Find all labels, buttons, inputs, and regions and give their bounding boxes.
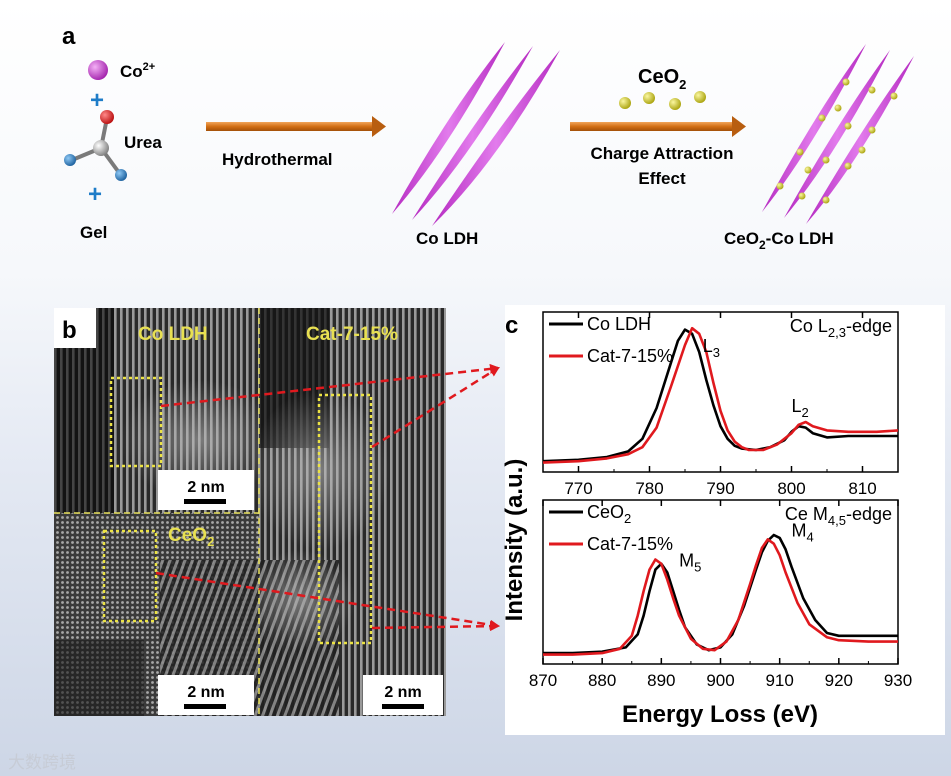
co-ion-sphere: [88, 60, 108, 80]
ce-edge-xtick-label: 920: [825, 671, 853, 690]
ceo2-tem-title: CeO2: [168, 525, 214, 549]
ce-edge-legend-label: CeO2: [587, 502, 631, 526]
co-edge-xtick-label: 790: [706, 479, 734, 498]
pointer-arrow-3: [155, 571, 500, 630]
co-edge-xtick-label: 770: [564, 479, 592, 498]
ce-edge-xtick-label: 930: [884, 671, 912, 690]
cat-tem-title: Cat-7-15%: [306, 324, 398, 345]
charge-attraction-label: Charge Attraction: [591, 144, 734, 163]
pointer-arrow-2: [371, 366, 500, 449]
co-ldh-tem-title: Co LDH: [138, 324, 208, 345]
roi-box-co-ldh: [109, 376, 163, 468]
svg-text:2 nm: 2 nm: [187, 684, 224, 701]
effect-label: Effect: [638, 169, 686, 188]
ce-edge-xtick-label: 880: [588, 671, 616, 690]
ce-edge-xtick-label: 890: [647, 671, 675, 690]
co-edge-title: Co L2,3-edge: [790, 316, 892, 340]
co-edge-peak-label: L2: [792, 396, 809, 420]
roi-box-ceo2: [102, 529, 158, 623]
panel-b: b Co LDH Cat-7-15% CeO2 2 nm 2 nm 2 nm: [54, 308, 500, 716]
co-ion-label: Co2+: [120, 61, 155, 81]
hydrothermal-label: Hydrothermal: [222, 150, 333, 169]
co-edge-series-red: [542, 326, 899, 464]
ce-edge-xtick-label: 870: [529, 671, 557, 690]
pointer-arrow-1: [160, 363, 500, 408]
ce-edge-peak-label: M4: [792, 520, 814, 544]
hydrothermal-arrow-icon: [206, 116, 386, 137]
x-axis-label: Energy Loss (eV): [622, 701, 818, 728]
panel-b-label: b: [62, 317, 77, 344]
co-edge-legend-label: Co LDH: [587, 314, 651, 334]
scale-bar-2: 2 nm: [158, 675, 254, 715]
panel-c: c Intensity (a.u.) Energy Loss (eV) 770 7…: [501, 305, 945, 735]
ceo2-co-ldh-needles-icon: [762, 44, 914, 224]
ce-edge-xtick-label: 900: [706, 671, 734, 690]
charge-attraction-arrow-icon: [570, 116, 746, 137]
plus-icon-2: +: [88, 181, 102, 208]
ce-edge-xtick-label: 910: [765, 671, 793, 690]
svg-text:2 nm: 2 nm: [384, 684, 421, 701]
ceo2-particles-icon: [619, 91, 706, 110]
co-edge-xtick-label: 800: [777, 479, 805, 498]
ceo2-label: CeO2: [638, 66, 686, 92]
plus-icon: +: [90, 87, 104, 114]
co-edge-xtick-label: 780: [635, 479, 663, 498]
co-ldh-label: Co LDH: [416, 229, 478, 248]
ce-edge-chart: 870 880 890 900 910 920 930 CeO2 Cat-7-15% Ce M4,…: [529, 499, 912, 690]
panel-a: a Co2+ + Urea + Gel Hydrothermal C: [62, 23, 914, 252]
co-edge-series-black: [542, 328, 898, 463]
scale-bar-1: 2 nm: [158, 470, 254, 510]
svg-text:2 nm: 2 nm: [187, 479, 224, 496]
ce-edge-title: Ce M4,5-edge: [785, 504, 892, 528]
panel-a-label: a: [62, 23, 76, 50]
co-edge-chart: 770 780 790 800 810 Co LDH Cat-7-15% Co L2,3-ed…: [542, 311, 899, 498]
roi-box-cat: [317, 393, 373, 645]
ce-edge-series-red: [543, 538, 898, 656]
ce-edge-legend-label: Cat-7-15%: [587, 534, 673, 554]
scale-bar-3: 2 nm: [363, 675, 443, 715]
co-edge-peak-label: L3: [703, 336, 720, 360]
co-ldh-needles-icon: [392, 42, 560, 226]
urea-label: Urea: [124, 133, 162, 152]
co-edge-xtick-label: 810: [848, 479, 876, 498]
gel-label: Gel: [80, 223, 107, 242]
panel-c-label: c: [505, 312, 518, 339]
ce-edge-peak-label: M5: [679, 551, 701, 575]
ceo2-co-ldh-label: CeO2-Co LDH: [724, 229, 834, 252]
y-axis-label: Intensity (a.u.): [501, 459, 528, 622]
urea-molecule-icon: [64, 110, 127, 181]
co-edge-legend-label: Cat-7-15%: [587, 346, 673, 366]
watermark: 大数跨境: [8, 753, 76, 773]
pointer-arrow-4: [371, 621, 500, 632]
